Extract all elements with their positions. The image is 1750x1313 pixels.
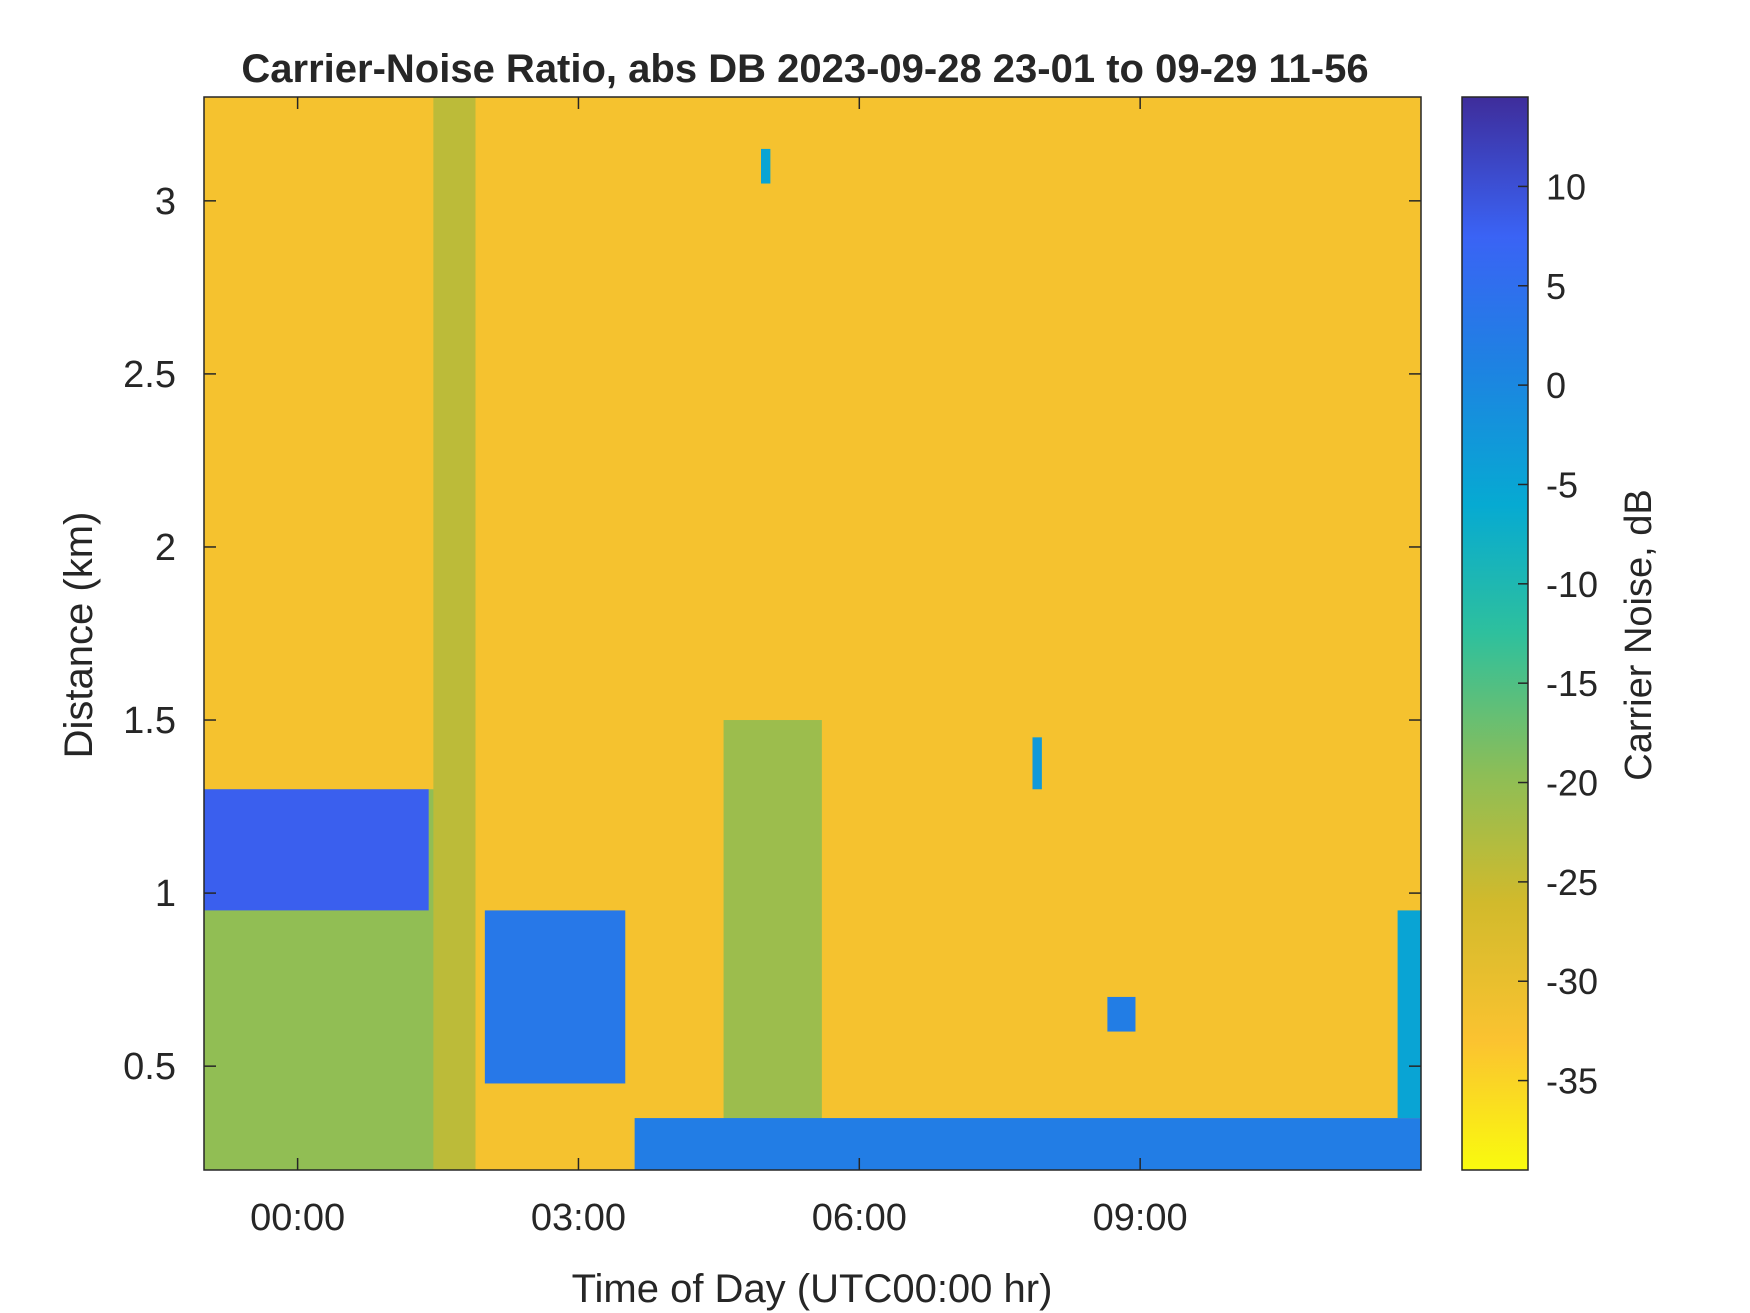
x-axis-label: Time of Day (UTC00:00 hr): [572, 1267, 1053, 1311]
chart-title: Carrier-Noise Ratio, abs DB 2023-09-28 2…: [241, 47, 1368, 91]
y-tick-label: 2.5: [123, 354, 176, 396]
heatmap-region: [204, 789, 429, 911]
colorbar-tick-label: -30: [1546, 961, 1598, 1002]
colorbar-tick-label: -25: [1546, 862, 1598, 903]
heatmap-region: [1397, 910, 1421, 1119]
y-axis: 0.5 1 1.5 2 2.5 3: [123, 181, 1421, 1088]
colorbar-tick-label: -20: [1546, 763, 1598, 804]
colorbar-tick-label: 0: [1546, 365, 1566, 406]
heatmap-region: [433, 97, 476, 1170]
colorbar-axis: 10 5 0 -5 -10 -15 -20 -25 -30 -35: [1518, 166, 1598, 1102]
y-tick-label: 0.5: [123, 1046, 176, 1088]
y-axis-label: Distance (km): [57, 512, 101, 759]
x-tick-label: 03:00: [531, 1197, 626, 1239]
y-tick-label: 3: [155, 181, 176, 223]
colorbar-tick-label: -5: [1546, 464, 1578, 505]
colorbar-tick-label: 10: [1546, 166, 1586, 207]
colorbar-tick-label: -10: [1546, 564, 1598, 605]
x-tick-label: 09:00: [1093, 1197, 1188, 1239]
x-tick-label: 00:00: [250, 1197, 345, 1239]
colorbar-label: Carrier Noise, dB: [1618, 489, 1660, 780]
y-tick-label: 2: [155, 527, 176, 569]
heatmap-region: [1032, 737, 1042, 790]
x-tick-label: 06:00: [812, 1197, 907, 1239]
colorbar-tick-label: 5: [1546, 266, 1566, 307]
heatmap-region: [484, 910, 626, 1084]
x-axis: 00:00 03:00 06:00 09:00: [250, 97, 1188, 1239]
colorbar: [1461, 96, 1529, 1171]
heatmap-region: [634, 1118, 1421, 1170]
heatmap-region: [1107, 996, 1136, 1032]
heatmap: [204, 97, 1421, 1170]
heatmap-region: [723, 720, 822, 1170]
plot-area-frame: [203, 96, 1422, 1171]
colorbar-tick-label: -15: [1546, 663, 1598, 704]
y-tick-label: 1: [155, 873, 176, 915]
colorbar-tick-label: -35: [1546, 1061, 1598, 1102]
heatmap-region: [761, 148, 771, 184]
y-tick-label: 1.5: [123, 700, 176, 742]
